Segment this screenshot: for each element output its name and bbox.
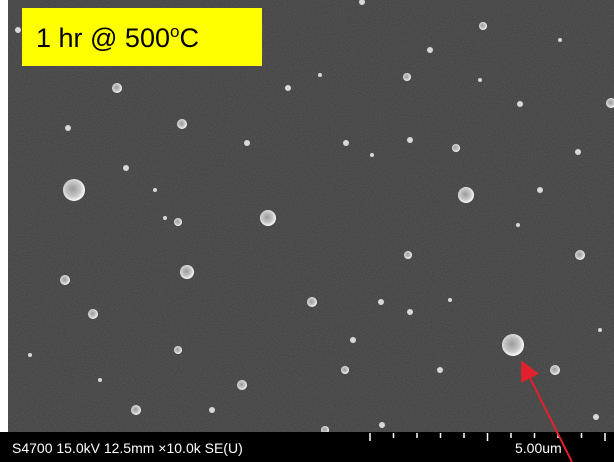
particle — [131, 405, 141, 415]
particle — [502, 334, 524, 356]
particle — [517, 101, 523, 107]
particle — [407, 309, 413, 315]
particle — [174, 218, 182, 226]
particle — [575, 250, 585, 260]
scale-label: 5.00um — [515, 440, 562, 456]
particle — [237, 380, 247, 390]
label-unit: C — [179, 23, 199, 53]
particle — [60, 275, 70, 285]
particle — [88, 309, 98, 319]
particle — [341, 366, 349, 374]
particle — [593, 414, 599, 420]
particle — [458, 187, 474, 203]
particle — [174, 346, 182, 354]
particle — [478, 78, 482, 82]
particle — [163, 216, 167, 220]
particle — [479, 22, 487, 30]
particle — [598, 328, 602, 332]
particle — [407, 137, 413, 143]
sem-image: 1 hr @ 500oC S4700 15.0kV 12.5mm ×10.0k … — [0, 0, 614, 462]
particle — [516, 223, 520, 227]
particle — [15, 27, 21, 33]
particle — [307, 297, 317, 307]
particle — [350, 337, 356, 343]
particle — [209, 407, 215, 413]
particle — [63, 179, 85, 201]
particle — [260, 210, 276, 226]
particle — [575, 149, 581, 155]
particle — [28, 353, 32, 357]
particle — [403, 73, 411, 81]
page: 1 hr @ 500oC S4700 15.0kV 12.5mm ×10.0k … — [0, 0, 614, 462]
particle — [448, 298, 452, 302]
particle — [537, 187, 543, 193]
particle — [318, 73, 322, 77]
particle — [285, 85, 291, 91]
particle — [123, 165, 129, 171]
particle — [378, 299, 384, 305]
particle — [244, 140, 250, 146]
footer-info: S4700 15.0kV 12.5mm ×10.0k SE(U) — [12, 440, 243, 456]
particle — [404, 251, 412, 259]
label-main: 1 hr @ 500 — [36, 23, 170, 53]
particle — [550, 365, 560, 375]
particle — [379, 422, 385, 428]
particle — [153, 188, 157, 192]
particle — [180, 265, 194, 279]
label-sup: o — [170, 22, 179, 41]
particle — [112, 83, 122, 93]
particle — [558, 38, 562, 42]
particle — [370, 153, 374, 157]
particle — [98, 378, 102, 382]
particle — [65, 125, 71, 131]
particle — [427, 47, 433, 53]
particle — [343, 140, 349, 146]
particle — [177, 119, 187, 129]
particle — [437, 367, 443, 373]
particle — [452, 144, 460, 152]
